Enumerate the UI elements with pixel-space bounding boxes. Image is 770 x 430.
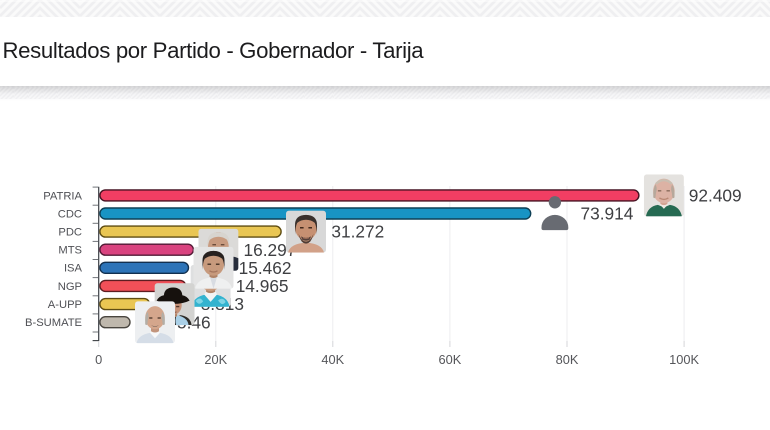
- svg-text:A-UPP: A-UPP: [48, 299, 82, 311]
- svg-text:MTS: MTS: [58, 245, 82, 257]
- svg-text:16.297: 16.297: [244, 240, 297, 260]
- svg-text:73.914: 73.914: [581, 204, 634, 224]
- svg-text:31.272: 31.272: [331, 222, 384, 242]
- svg-text:14.965: 14.965: [236, 276, 289, 296]
- svg-text:40K: 40K: [321, 352, 344, 367]
- svg-text:CDC: CDC: [58, 208, 82, 220]
- svg-text:Resultados por Partido - Gober: Resultados por Partido - Gobernador - Ta…: [3, 38, 425, 63]
- svg-text:PATRIA: PATRIA: [43, 190, 82, 202]
- svg-text:15.462: 15.462: [239, 258, 292, 278]
- svg-text:NGP: NGP: [58, 281, 82, 293]
- svg-text:60K: 60K: [439, 352, 462, 367]
- svg-text:ISA: ISA: [64, 263, 83, 275]
- svg-text:B-SUMATE: B-SUMATE: [25, 317, 82, 329]
- svg-text:PDC: PDC: [58, 227, 82, 239]
- svg-text:20K: 20K: [204, 352, 227, 367]
- svg-text:100K: 100K: [669, 352, 699, 367]
- svg-text:92.409: 92.409: [689, 186, 742, 206]
- svg-text:80K: 80K: [556, 352, 579, 367]
- svg-text:0: 0: [95, 352, 102, 367]
